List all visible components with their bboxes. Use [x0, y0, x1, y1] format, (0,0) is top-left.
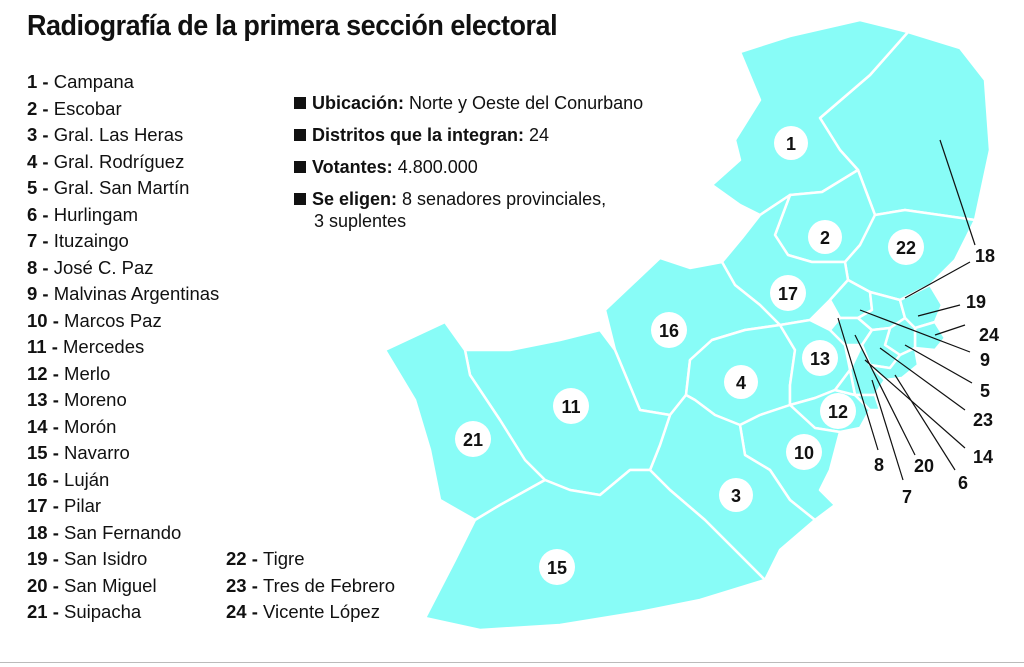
district-legend-left: 1 - Campana 2 - Escobar 3 - Gral. Las He… — [27, 69, 219, 626]
legend-item: 6 - Hurlingam — [27, 203, 139, 225]
callout-label-6: 6 — [958, 473, 968, 493]
district-label-17: 17 — [770, 275, 806, 311]
district-label-12: 12 — [820, 393, 856, 429]
svg-text:21: 21 — [463, 430, 483, 450]
callout-label-8: 8 — [874, 455, 884, 475]
svg-text:3: 3 — [731, 486, 741, 506]
callout-label-24: 24 — [979, 325, 999, 345]
district-label-16: 16 — [651, 312, 687, 348]
callout-label-7: 7 — [902, 487, 912, 507]
callout-line-5 — [904, 344, 973, 384]
district-7-shape — [833, 368, 882, 412]
svg-text:1: 1 — [786, 134, 796, 154]
district-label-21: 21 — [455, 421, 491, 457]
legend-item: 18 - San Fernando — [27, 521, 182, 543]
legend-item: 24 - Vicente López — [226, 601, 380, 622]
district-label-13: 13 — [802, 340, 838, 376]
legend-item: 11 - Mercedes — [27, 336, 145, 357]
page-title: Radiografía de la primera sección electo… — [27, 10, 558, 42]
svg-text:15: 15 — [547, 558, 567, 578]
district-label-10: 10 — [786, 434, 822, 470]
callout-line-20 — [854, 334, 916, 456]
district-label-4: 4 — [724, 365, 758, 399]
district-badges: 1 2 22 17 16 4 13 12 11 21 10 3 15 — [455, 126, 924, 585]
legend-item: 14 - Morón — [27, 415, 117, 437]
legend-item: 2 - Escobar — [27, 97, 122, 119]
svg-text:12: 12 — [828, 402, 848, 422]
callout-line-7 — [871, 379, 904, 481]
info-ubicacion: Ubicación: Norte y Oeste del Conurbano — [294, 92, 643, 114]
district-15-shape — [423, 468, 767, 632]
callout-line-8 — [837, 317, 879, 451]
callout-label-5: 5 — [980, 381, 990, 401]
callout-line-18b — [904, 261, 971, 299]
legend-item: 21 - Suipacha — [27, 601, 142, 622]
callout-lines — [837, 139, 976, 481]
callout-label-19: 19 — [966, 292, 986, 312]
info-distritos: Distritos que la integran: 24 — [294, 124, 643, 146]
svg-text:13: 13 — [810, 349, 830, 369]
callout-line-24 — [934, 324, 966, 336]
svg-text:16: 16 — [659, 321, 679, 341]
svg-text:11: 11 — [561, 397, 580, 417]
legend-item: 7 - Ituzaingo — [27, 230, 129, 251]
svg-text:2: 2 — [820, 228, 830, 248]
callout-line-14 — [864, 359, 966, 449]
district-24-shape — [913, 320, 947, 352]
legend-item: 20 - San Miguel — [27, 574, 157, 596]
bullet-square-icon — [294, 129, 306, 141]
callout-line-9 — [859, 309, 971, 353]
district-label-2: 2 — [808, 220, 842, 254]
district-label-11: 11 — [553, 388, 589, 424]
bullet-square-icon — [294, 193, 306, 205]
bottom-divider — [0, 662, 1024, 663]
district-label-22: 22 — [888, 229, 924, 265]
callout-label-18: 18 — [975, 246, 995, 266]
legend-item: 16 - Luján — [27, 468, 110, 490]
legend-item: 15 - Navarro — [27, 442, 130, 463]
callout-line-23 — [879, 347, 966, 411]
legend-item: 13 - Moreno — [27, 389, 127, 410]
bullet-square-icon — [294, 97, 306, 109]
info-votantes: Votantes: 4.800.000 — [294, 156, 643, 178]
legend-item: 5 - Gral. San Martín — [27, 177, 190, 198]
district-label-15: 15 — [539, 549, 575, 585]
legend-item: 10 - Marcos Paz — [27, 309, 162, 331]
legend-item: 22 - Tigre — [226, 548, 305, 569]
bullet-square-icon — [294, 161, 306, 173]
legend-item: 9 - Malvinas Argentinas — [27, 283, 220, 304]
district-legend-right: 22 - Tigre 23 - Tres de Febrero 24 - Vic… — [226, 546, 395, 626]
callout-label-20: 20 — [914, 456, 934, 476]
svg-text:17: 17 — [778, 284, 798, 304]
legend-item: 12 - Merlo — [27, 362, 111, 384]
legend-item: 4 - Gral. Rodríguez — [27, 150, 185, 172]
legend-item: 17 - Pilar — [27, 495, 102, 516]
callout-label-14: 14 — [973, 447, 993, 467]
legend-item: 3 - Gral. Las Heras — [27, 124, 184, 145]
callout-labels: 18 19 24 9 5 23 14 6 20 7 8 — [874, 246, 999, 507]
district-label-1: 1 — [774, 126, 808, 160]
callout-line-6 — [894, 374, 956, 471]
section-info: Ubicación: Norte y Oeste del Conurbano D… — [294, 92, 643, 242]
callout-label-9: 9 — [980, 350, 990, 370]
callout-label-23: 23 — [973, 410, 993, 430]
callout-line-19 — [917, 304, 961, 317]
svg-text:4: 4 — [736, 373, 746, 393]
district-label-3: 3 — [719, 478, 753, 512]
callout-line-18 — [939, 139, 976, 246]
legend-item: 1 - Campana — [27, 71, 134, 92]
svg-text:10: 10 — [794, 443, 814, 463]
legend-item: 23 - Tres de Febrero — [226, 574, 395, 596]
svg-text:22: 22 — [896, 238, 916, 258]
legend-item: 8 - José C. Paz — [27, 256, 154, 278]
legend-item: 19 - San Isidro — [27, 548, 148, 569]
info-eligen: Se eligen: 8 senadores provinciales, 3 s… — [294, 188, 643, 232]
